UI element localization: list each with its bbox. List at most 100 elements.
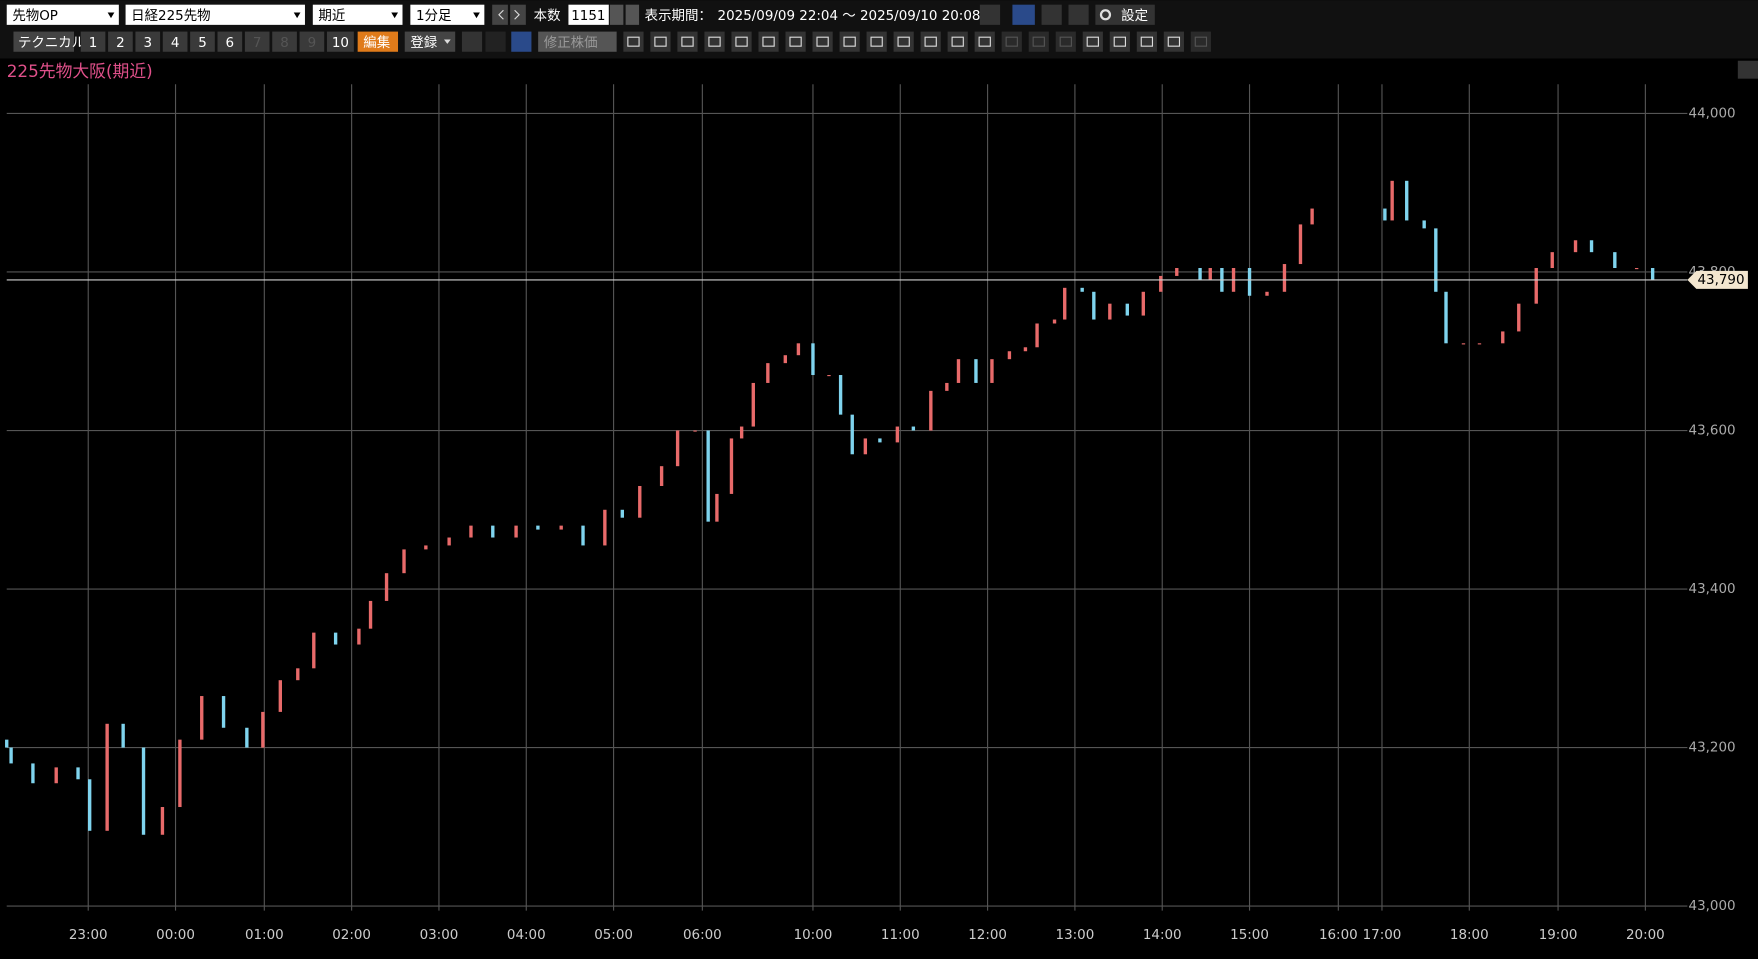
page-button[interactable] (299, 31, 325, 52)
register-text: 登録 (410, 35, 437, 51)
tool-glyph (735, 36, 748, 47)
settings-button[interactable] (1095, 4, 1155, 25)
page-buttons: 1 2 3 4 5 6 7 8 9 10 (80, 31, 354, 52)
page-button[interactable] (135, 31, 161, 52)
candle (1383, 208, 1387, 221)
icon-button[interactable] (1041, 4, 1062, 25)
tool-icon[interactable] (1055, 31, 1076, 52)
candle (1247, 268, 1252, 296)
y-tick-label: 43,000 (1689, 899, 1736, 914)
candle (1282, 264, 1287, 292)
count-input[interactable] (568, 4, 609, 25)
edit-text: 編集 (363, 35, 390, 51)
prev-button[interactable] (492, 4, 508, 25)
candle (1298, 224, 1303, 265)
register-button[interactable] (404, 31, 456, 52)
icon-button[interactable] (511, 31, 532, 52)
candle (1023, 347, 1028, 352)
tool-icon[interactable] (920, 31, 941, 52)
candle (160, 807, 165, 835)
tool-icon[interactable] (650, 31, 671, 52)
tool-glyph (843, 36, 856, 47)
candle (1405, 180, 1409, 221)
x-tick-label: 15:00 (1230, 928, 1269, 943)
tool-glyph (951, 36, 964, 47)
icon-button[interactable] (979, 4, 1001, 25)
adjusted-dropdown[interactable] (538, 31, 617, 52)
tool-icon[interactable] (974, 31, 995, 52)
page-button[interactable] (108, 31, 133, 52)
count-spin[interactable] (625, 4, 640, 25)
page-button[interactable] (80, 31, 106, 52)
page-button[interactable] (162, 31, 188, 52)
candle (1434, 228, 1438, 292)
dropdown-text: 期近 (318, 8, 345, 24)
dropdown-text: 日経225先物 (131, 8, 210, 24)
dropdown[interactable] (312, 4, 403, 25)
page-button[interactable] (190, 31, 215, 52)
candle (221, 696, 226, 728)
tool-icon[interactable] (947, 31, 968, 52)
tool-icon[interactable] (866, 31, 887, 52)
tool-icon[interactable] (731, 31, 752, 52)
icon-button[interactable] (1068, 4, 1089, 25)
candle (620, 509, 624, 518)
tool-icon[interactable] (1001, 31, 1022, 52)
tool-icon[interactable] (839, 31, 860, 52)
caret (473, 12, 480, 19)
collapse-button[interactable] (1737, 60, 1758, 79)
tool-icon[interactable] (1082, 31, 1103, 52)
page-button[interactable] (244, 31, 270, 52)
candle (296, 668, 300, 681)
tool-icon[interactable] (1109, 31, 1130, 52)
tool-icon[interactable] (623, 31, 644, 52)
icon-button[interactable] (1012, 4, 1035, 25)
candle (1422, 220, 1426, 229)
tool-icon[interactable] (758, 31, 779, 52)
page-number: 3 (143, 36, 152, 51)
tool-icon[interactable] (677, 31, 698, 52)
candle (384, 573, 389, 601)
candle (178, 739, 182, 808)
settings-text: 設定 (1121, 8, 1148, 24)
candle (911, 426, 916, 431)
next-button[interactable] (510, 4, 526, 25)
candle (1534, 268, 1538, 304)
tool-glyph (1113, 36, 1126, 47)
candle (739, 426, 744, 439)
page-number: 9 (308, 36, 317, 51)
tool-glyph (627, 36, 640, 47)
edit-button[interactable] (357, 31, 399, 52)
candle (245, 727, 249, 748)
candle (1589, 240, 1594, 253)
tool-icon[interactable] (785, 31, 806, 52)
dropdown[interactable] (6, 4, 119, 25)
page-button[interactable] (326, 31, 354, 52)
tool-icon[interactable] (1136, 31, 1157, 52)
page-button[interactable] (272, 31, 297, 52)
x-tick-label: 16:00 (1319, 928, 1358, 943)
x-tick-label: 02:00 (332, 928, 371, 943)
count-value: 1151 (571, 9, 605, 24)
candle (1198, 268, 1202, 280)
page-button[interactable] (217, 31, 243, 52)
technical-button[interactable] (13, 31, 74, 52)
candle (863, 438, 868, 455)
icon-button[interactable] (485, 31, 506, 52)
dropdown[interactable] (125, 4, 305, 25)
candle (1063, 287, 1067, 320)
tool-icon[interactable] (704, 31, 725, 52)
tool-icon[interactable] (812, 31, 833, 52)
candle (974, 359, 978, 383)
tool-icon[interactable] (893, 31, 914, 52)
tool-icon[interactable] (1028, 31, 1049, 52)
tool-icon[interactable] (1163, 31, 1184, 52)
adjusted-text: 修正株価 (544, 35, 598, 51)
count-dropdown[interactable] (609, 4, 624, 25)
tool-icon[interactable] (1190, 31, 1211, 52)
dropdown[interactable] (410, 4, 485, 25)
icon-button[interactable] (461, 31, 483, 52)
